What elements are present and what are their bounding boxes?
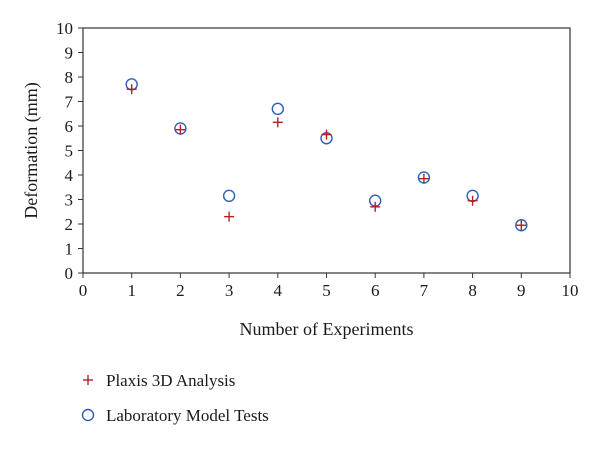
plaxis-point <box>224 211 235 222</box>
x-tick-label: 5 <box>322 281 331 300</box>
y-tick-label: 4 <box>65 166 74 185</box>
x-tick-label: 4 <box>274 281 283 300</box>
laboratory-point <box>271 102 284 116</box>
y-tick-label: 8 <box>65 68 74 87</box>
y-tick-label: 9 <box>65 44 74 63</box>
x-tick-label: 0 <box>79 281 88 300</box>
x-tick-label: 1 <box>127 281 136 300</box>
plaxis-point <box>370 201 381 212</box>
x-tick-label: 10 <box>562 281 579 300</box>
y-axis-ticks: 0 1 2 3 4 5 6 7 8 9 10 <box>56 19 83 283</box>
legend-circle-marker <box>81 408 95 422</box>
y-tick-label: 5 <box>65 142 74 161</box>
x-axis-title: Number of Experiments <box>240 319 414 339</box>
plaxis-point <box>467 195 478 206</box>
y-tick-label: 1 <box>65 240 74 259</box>
legend-label-laboratory: Laboratory Model Tests <box>106 406 269 425</box>
legend: Plaxis 3D Analysis Laboratory Model Test… <box>81 371 269 425</box>
x-tick-label: 7 <box>420 281 429 300</box>
data-marks <box>125 78 528 232</box>
plaxis-point <box>321 129 332 140</box>
plaxis-point <box>126 84 137 95</box>
laboratory-point <box>515 219 528 232</box>
x-tick-label: 8 <box>468 281 477 300</box>
y-tick-label: 3 <box>65 191 74 210</box>
plaxis-point <box>418 173 429 184</box>
y-tick-label: 10 <box>56 19 73 38</box>
legend-item-plaxis: Plaxis 3D Analysis <box>83 371 235 390</box>
plaxis-point <box>175 124 186 135</box>
legend-label-plaxis: Plaxis 3D Analysis <box>106 371 235 390</box>
y-tick-label: 6 <box>65 117 74 136</box>
plot-area-frame <box>82 27 571 274</box>
x-tick-label: 6 <box>371 281 380 300</box>
x-tick-label: 2 <box>176 281 185 300</box>
x-axis-ticks: 0 1 2 3 4 5 6 7 8 9 10 <box>79 273 579 300</box>
y-tick-label: 7 <box>65 93 74 112</box>
x-tick-label: 9 <box>517 281 526 300</box>
plaxis-point <box>272 117 283 128</box>
plaxis-point <box>516 220 527 231</box>
legend-plus-symbol <box>83 375 93 385</box>
legend-item-laboratory: Laboratory Model Tests <box>81 406 269 425</box>
legend-circle-symbol <box>81 408 95 422</box>
y-tick-label: 0 <box>65 264 74 283</box>
legend-plus-marker <box>83 375 93 385</box>
y-tick-label: 2 <box>65 215 74 234</box>
y-axis-title: Deformation (mm) <box>21 82 42 218</box>
laboratory-point <box>222 189 236 203</box>
x-tick-label: 3 <box>225 281 234 300</box>
